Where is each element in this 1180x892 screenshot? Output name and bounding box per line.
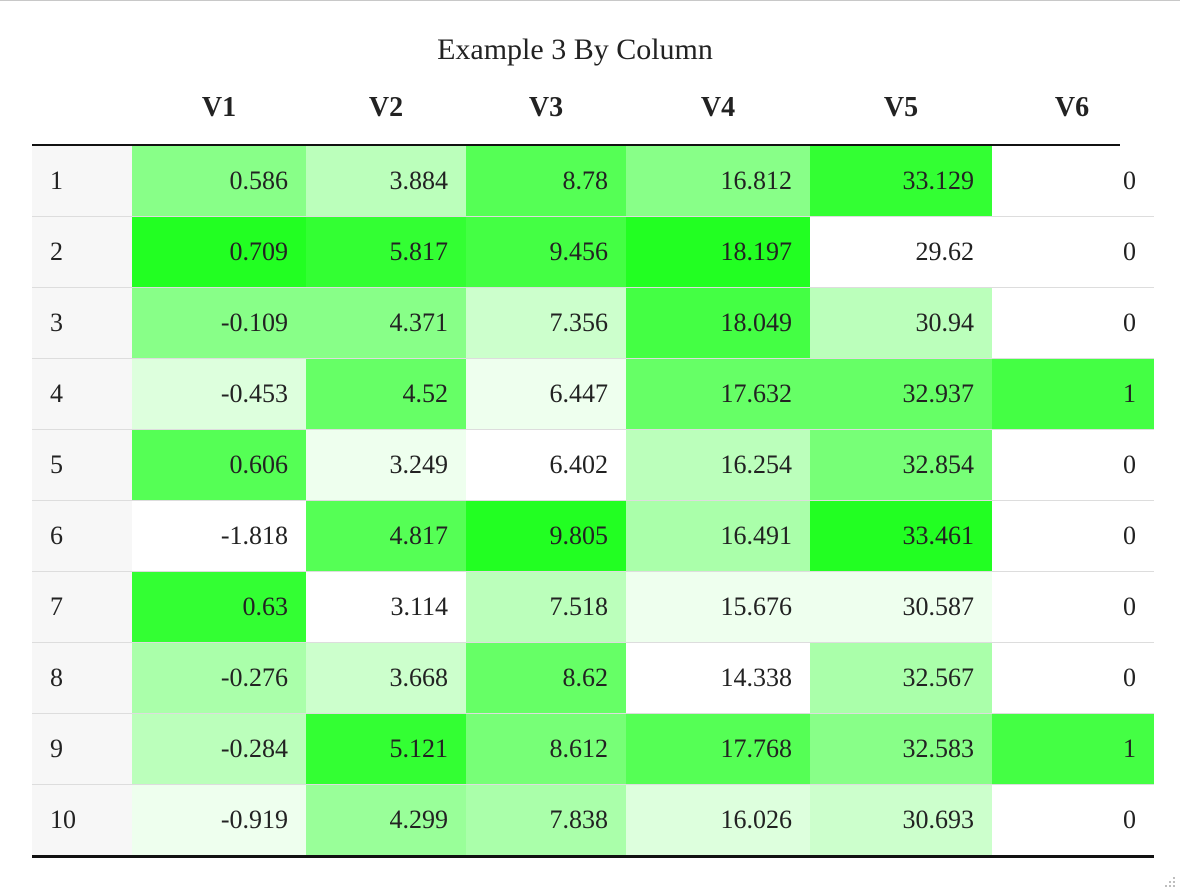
table-cell-v6: 0 — [992, 785, 1154, 855]
table-cell-v6: 0 — [992, 430, 1154, 500]
table-cell-v6: 0 — [992, 572, 1154, 642]
resize-grip-icon[interactable] — [1162, 874, 1176, 888]
table-cell-v2: 5.817 — [306, 217, 466, 287]
table-row: 5 0.606 3.249 6.402 16.254 32.854 0 — [32, 430, 1154, 501]
table-cell-v4: 15.676 — [626, 572, 810, 642]
table-cell-v4: 16.812 — [626, 146, 810, 216]
table-cell-v3: 9.805 — [466, 501, 626, 571]
table-cell-v4: 17.632 — [626, 359, 810, 429]
table-cell-v3: 6.447 — [466, 359, 626, 429]
row-index: 8 — [32, 643, 132, 713]
table-row: 2 0.709 5.817 9.456 18.197 29.62 0 — [32, 217, 1154, 288]
table-cell-v4: 18.049 — [626, 288, 810, 358]
table-cell-v3: 8.612 — [466, 714, 626, 784]
table-row: 3 -0.109 4.371 7.356 18.049 30.94 0 — [32, 288, 1154, 359]
table-cell-v5: 30.94 — [810, 288, 992, 358]
table-cell-v2: 4.299 — [306, 785, 466, 855]
table-cell-v3: 9.456 — [466, 217, 626, 287]
table-cell-v4: 16.026 — [626, 785, 810, 855]
row-index: 5 — [32, 430, 132, 500]
table-cell-v2: 4.817 — [306, 501, 466, 571]
table-cell-v6: 0 — [992, 146, 1154, 216]
table-cell-v1: -0.284 — [132, 714, 306, 784]
table-cell-v5: 33.129 — [810, 146, 992, 216]
top-border — [0, 0, 1180, 1]
table-cell-v4: 14.338 — [626, 643, 810, 713]
table-cell-v6: 0 — [992, 643, 1154, 713]
table-cell-v1: -0.919 — [132, 785, 306, 855]
data-table: V1 V2 V3 V4 V5 V6 1 0.586 3.884 8.78 16.812 33.129… — [32, 72, 1154, 858]
table-cell-v2: 3.668 — [306, 643, 466, 713]
row-index: 10 — [32, 785, 132, 855]
table-row: 8 -0.276 3.668 8.62 14.338 32.567 0 — [32, 643, 1154, 714]
table-row: 4 -0.453 4.52 6.447 17.632 32.937 1 — [32, 359, 1154, 430]
column-header-v2: V2 — [368, 92, 404, 123]
table-cell-v2: 3.114 — [306, 572, 466, 642]
table-cell-v1: 0.63 — [132, 572, 306, 642]
table-cell-v2: 3.884 — [306, 146, 466, 216]
table-cell-v6: 1 — [992, 359, 1154, 429]
table-row: 9 -0.284 5.121 8.612 17.768 32.583 1 — [32, 714, 1154, 785]
table-cell-v1: 0.709 — [132, 217, 306, 287]
table-row: 1 0.586 3.884 8.78 16.812 33.129 0 — [32, 146, 1154, 217]
table-row: 10 -0.919 4.299 7.838 16.026 30.693 0 — [32, 785, 1154, 858]
table-cell-v3: 6.402 — [466, 430, 626, 500]
table-header-row: V1 V2 V3 V4 V5 V6 — [32, 72, 1120, 146]
table-cell-v5: 30.693 — [810, 785, 992, 855]
table-cell-v3: 8.78 — [466, 146, 626, 216]
table-cell-v5: 32.567 — [810, 643, 992, 713]
table-cell-v3: 8.62 — [466, 643, 626, 713]
row-index: 4 — [32, 359, 132, 429]
table-cell-v2: 4.52 — [306, 359, 466, 429]
table-cell-v6: 1 — [992, 714, 1154, 784]
table-cell-v5: 29.62 — [810, 217, 992, 287]
table-body: 1 0.586 3.884 8.78 16.812 33.129 0 2 0.709 5.817 9… — [32, 146, 1154, 858]
table-cell-v4: 17.768 — [626, 714, 810, 784]
table-cell-v5: 32.854 — [810, 430, 992, 500]
row-index: 2 — [32, 217, 132, 287]
table-cell-v2: 5.121 — [306, 714, 466, 784]
table-cell-v1: -0.453 — [132, 359, 306, 429]
row-index: 3 — [32, 288, 132, 358]
table-cell-v4: 16.491 — [626, 501, 810, 571]
table-cell-v1: -0.276 — [132, 643, 306, 713]
table-cell-v5: 32.583 — [810, 714, 992, 784]
table-cell-v6: 0 — [992, 501, 1154, 571]
table-cell-v3: 7.518 — [466, 572, 626, 642]
table-cell-v5: 32.937 — [810, 359, 992, 429]
table-cell-v1: 0.606 — [132, 430, 306, 500]
row-index: 7 — [32, 572, 132, 642]
table-cell-v4: 18.197 — [626, 217, 810, 287]
table-cell-v1: 0.586 — [132, 146, 306, 216]
table-cell-v4: 16.254 — [626, 430, 810, 500]
table-cell-v2: 3.249 — [306, 430, 466, 500]
column-header-v3: V3 — [528, 92, 564, 123]
column-header-v6: V6 — [1054, 92, 1090, 123]
table-cell-v6: 0 — [992, 288, 1154, 358]
table-cell-v6: 0 — [992, 217, 1154, 287]
table-cell-v1: -1.818 — [132, 501, 306, 571]
table-cell-v5: 30.587 — [810, 572, 992, 642]
table-cell-v1: -0.109 — [132, 288, 306, 358]
table-cell-v3: 7.356 — [466, 288, 626, 358]
table-row: 7 0.63 3.114 7.518 15.676 30.587 0 — [32, 572, 1154, 643]
row-index: 1 — [32, 146, 132, 216]
row-index: 6 — [32, 501, 132, 571]
table-row: 6 -1.818 4.817 9.805 16.491 33.461 0 — [32, 501, 1154, 572]
column-header-v4: V4 — [700, 92, 736, 123]
table-cell-v3: 7.838 — [466, 785, 626, 855]
row-index: 9 — [32, 714, 132, 784]
table-cell-v5: 33.461 — [810, 501, 992, 571]
column-header-v5: V5 — [883, 92, 919, 123]
column-header-v1: V1 — [201, 92, 237, 123]
table-caption: Example 3 By Column — [437, 33, 713, 66]
table-cell-v2: 4.371 — [306, 288, 466, 358]
